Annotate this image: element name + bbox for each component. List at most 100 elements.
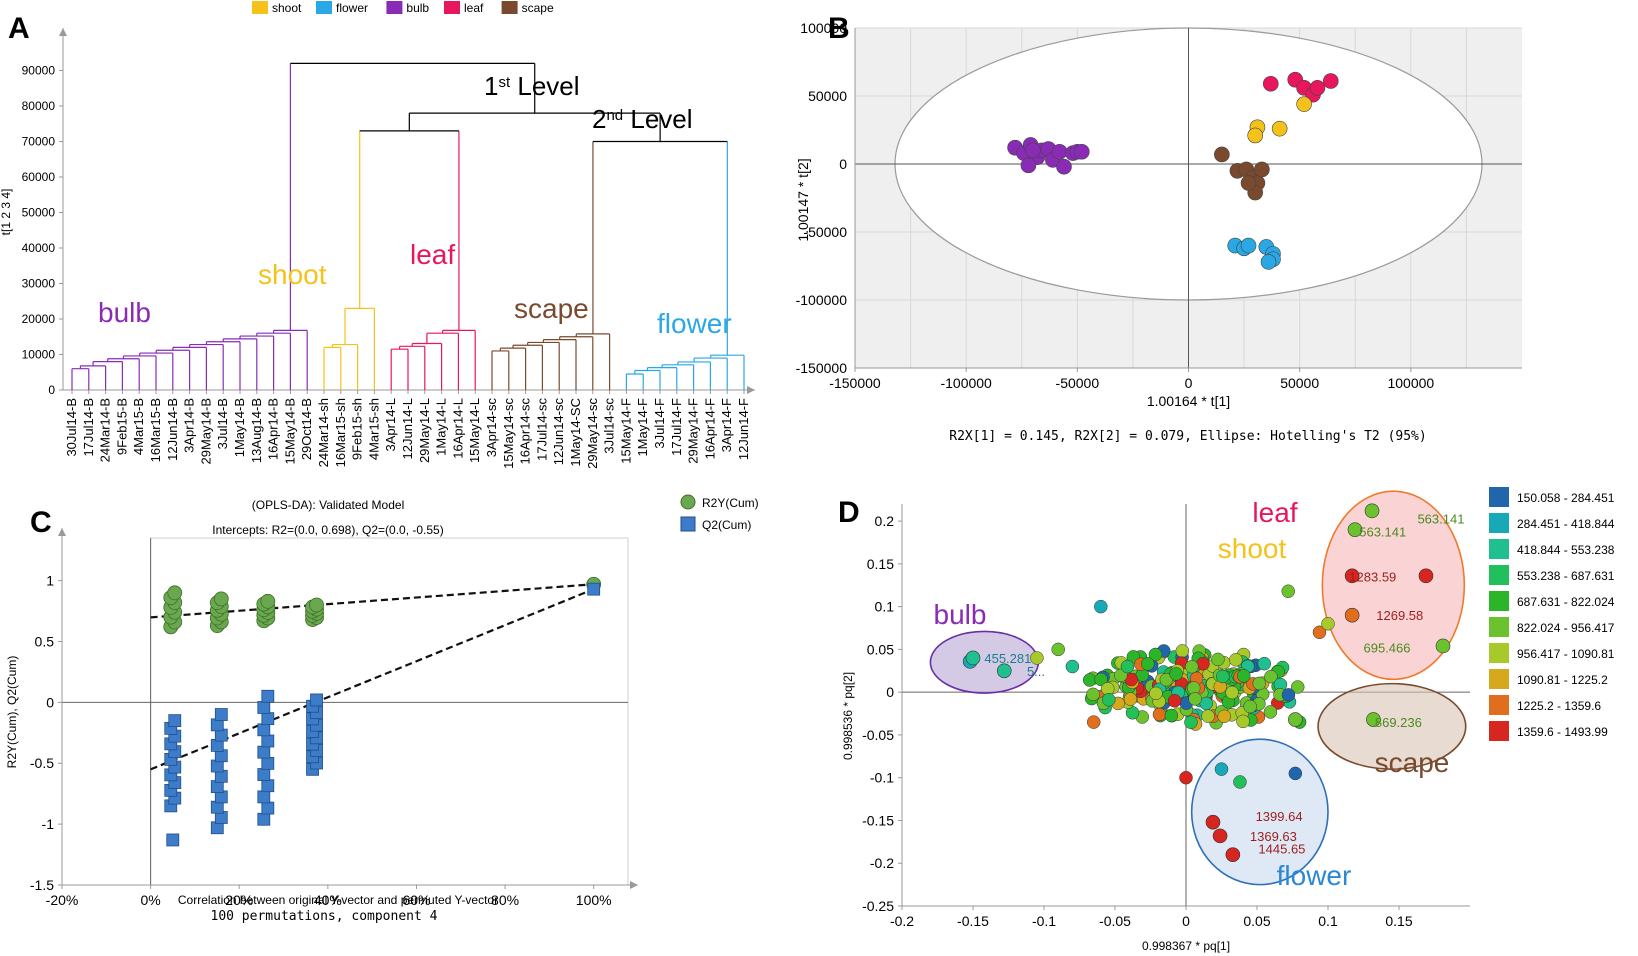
x-tick-label: -0.1 <box>1032 913 1056 929</box>
leaf-label: 1May14-SC <box>568 398 583 467</box>
group-label-bulb: bulb <box>98 297 151 328</box>
x-tick-label: 0.15 <box>1385 913 1412 929</box>
annotation-label: 1369.63 <box>1250 829 1297 844</box>
legend-swatch-flower <box>316 1 332 14</box>
point-bulb <box>1056 158 1072 175</box>
loading-point <box>1237 669 1251 683</box>
leaf-label: 1May14-L <box>434 398 449 456</box>
x-tick-label: 0.1 <box>1318 913 1338 929</box>
loading-point <box>1288 766 1303 781</box>
y-tick-label: -1 <box>42 816 55 832</box>
leaf-label: 30Jul14-B <box>64 398 79 457</box>
legend-label: 418.844 - 553.238 <box>1517 543 1615 557</box>
legend-label: 1359.6 - 1493.99 <box>1517 725 1608 739</box>
leaf-label: 3Jul14-F <box>652 398 667 449</box>
caption: R2X[1] = 0.145, R2X[2] = 0.079, Ellipse:… <box>949 429 1426 444</box>
leaf-label: 17Jul14-B <box>81 398 96 457</box>
point-q2 <box>261 712 275 726</box>
loading-point <box>1214 762 1229 776</box>
leaf-label: 15May14-L <box>467 398 482 463</box>
group-label-scape: scape <box>514 293 589 324</box>
legend-swatch <box>1489 721 1509 741</box>
x-axis-label-2: 100 permutations, component 4 <box>211 909 438 924</box>
x-axis-label: 0.998367 * pq[1] <box>1142 939 1230 953</box>
leaf-label: 16Apr14-sc <box>518 398 533 465</box>
annotation-label: 695.466 <box>1364 641 1411 656</box>
leaf-label: 12Jun14-sc <box>551 398 566 466</box>
key-point <box>1225 847 1241 862</box>
leaf-label: 29May14-F <box>686 398 701 464</box>
leaf-label: 9Feb15-sh <box>350 398 365 460</box>
leaf-label: 3Apr14-L <box>383 398 398 451</box>
x-tick-label: 80% <box>491 892 519 908</box>
key-point <box>996 663 1012 679</box>
point-q2 <box>261 756 275 770</box>
legend-swatch <box>1489 487 1509 507</box>
point-leaf <box>1262 75 1279 92</box>
series-flower <box>1227 237 1281 270</box>
x-tick-label: 20% <box>225 892 253 908</box>
point-shoot <box>1271 120 1288 137</box>
y-tick-label: -1.5 <box>30 877 54 893</box>
point-bulb <box>1020 157 1037 174</box>
loading-point <box>1149 686 1163 701</box>
leaf-label: 3Apr14-sc <box>484 398 499 458</box>
loading-point <box>1201 709 1215 723</box>
loading-point <box>1225 685 1239 700</box>
panel-b-score-plot: -150000 -100000 -50000 0 50000 100000 -150000 -… <box>795 20 1522 444</box>
annotation-label: 1269.58 <box>1376 608 1423 623</box>
loading-point <box>1263 705 1278 719</box>
loading-point <box>1152 707 1167 722</box>
panel-letter-d: D <box>838 496 860 529</box>
x-tick-label: -100000 <box>940 375 992 391</box>
legend-swatch <box>1489 617 1509 637</box>
loading-point <box>1281 584 1295 598</box>
legend-label-leaf: leaf <box>464 1 484 15</box>
key-point <box>1347 522 1363 537</box>
legend-label: 956.417 - 1090.81 <box>1517 647 1615 661</box>
panel-letter-a: A <box>8 12 30 45</box>
loading-point <box>1257 656 1272 671</box>
x-tick-label: 50000 <box>1280 375 1319 391</box>
leaf-label: 16Apr14-B <box>266 398 281 460</box>
point-q2 <box>257 790 271 804</box>
point-shoot <box>1296 96 1312 112</box>
panel-letter-b: B <box>828 12 850 45</box>
key-point <box>1205 814 1221 830</box>
loading-point <box>1281 688 1296 702</box>
level-label-1: 1st Level <box>484 71 580 101</box>
cluster-shoot <box>323 130 375 390</box>
loading-point <box>1196 657 1210 671</box>
y-axis-label: R2Y(Cum), Q2(Cum) <box>5 656 19 769</box>
leaf-label: 16Mar15-sh <box>333 398 348 467</box>
legend-label: 553.238 - 687.631 <box>1517 569 1615 583</box>
y-tick-label: -0.5 <box>30 755 54 771</box>
panel-letter-c: C <box>30 506 52 539</box>
leaf-label: 12Jun14-F <box>736 398 751 460</box>
loading-point <box>1120 659 1135 674</box>
legend-swatch <box>1489 513 1509 533</box>
point-q2 <box>261 779 275 793</box>
x-tick-label: 100000 <box>1387 375 1434 391</box>
y-tick-label: 40000 <box>22 241 56 255</box>
x-tick-label: -50000 <box>1056 375 1100 391</box>
y-axis-label: t[1 2 3 4] <box>0 189 13 236</box>
loading-point <box>1094 672 1108 687</box>
point-leaf <box>1322 73 1339 89</box>
y-tick-label: 10000 <box>22 348 56 362</box>
leaf-label: 3Apr14-B <box>182 398 197 453</box>
x-tick-label: 0.05 <box>1243 913 1270 929</box>
x-tick-label: 40% <box>314 892 342 908</box>
y-tick-label: -0.1 <box>870 770 894 786</box>
legend-label-scape: scape <box>522 1 554 15</box>
cluster-bulb <box>71 63 308 390</box>
point-q2 <box>261 689 275 703</box>
chart-title: (OPLS-DA): Validated Model <box>252 498 405 512</box>
legend-marker-q2 <box>680 516 696 532</box>
key-point <box>1364 503 1380 519</box>
point-flower <box>1240 237 1257 254</box>
x-axis-label: Correlation between original Y-vector an… <box>178 893 498 907</box>
cluster-leaf <box>390 130 476 390</box>
loading-point <box>1086 687 1100 702</box>
